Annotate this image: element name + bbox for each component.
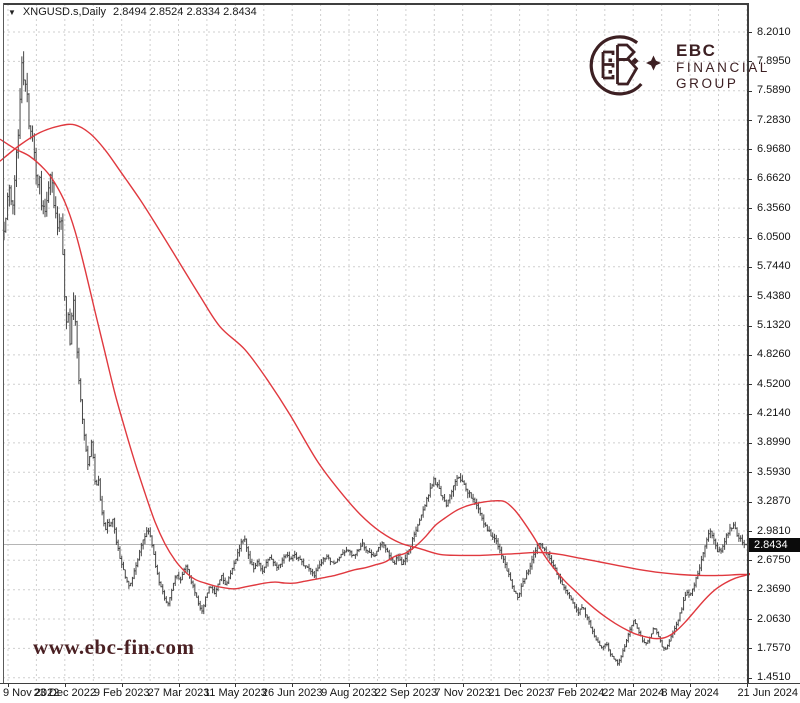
watermark-url: www.ebc-fin.com	[33, 635, 195, 659]
date-axis-tick	[576, 684, 578, 687]
price-axis-label: 6.0500	[757, 231, 791, 243]
date-axis-label: 26 Jun 2023	[261, 687, 323, 699]
price-axis-tick	[747, 619, 752, 620]
ma-fast-line	[0, 138, 751, 640]
date-axis-label: 21 Dec 2023	[488, 687, 551, 699]
price-axis-tick	[747, 178, 752, 180]
price-axis-label: 7.5890	[757, 84, 791, 97]
symbol-timeframe-label: XNGUSD.s,Daily	[22, 6, 107, 18]
logo-line-ebc: EBC	[676, 40, 717, 60]
price-axis-label: 3.2870	[757, 495, 791, 508]
date-axis-label: 9 Aug 2023	[321, 687, 377, 699]
date-axis-tick	[292, 684, 294, 687]
date-axis-line	[0, 683, 800, 684]
logo-line-financial: FINANCIAL	[676, 59, 770, 75]
price-axis-tick	[747, 384, 752, 386]
price-axis-label: 3.5930	[757, 465, 791, 478]
price-axis-tick	[747, 120, 752, 122]
price-axis-label: 5.4380	[757, 289, 791, 302]
price-axis-label: 2.6750	[757, 553, 791, 566]
grid-lines	[3, 4, 748, 683]
price-axis-tick	[747, 501, 752, 503]
price-axis-label: 6.6620	[757, 172, 791, 185]
date-axis-label: 21 Jun 2024	[737, 687, 798, 699]
date-axis-tick	[8, 684, 9, 687]
date-axis-tick	[690, 684, 692, 687]
date-axis-label: 7 Feb 2024	[548, 687, 605, 699]
price-axis-label: 2.9810	[757, 524, 791, 537]
price-axis-tick	[747, 589, 752, 591]
price-axis-tick	[747, 442, 752, 444]
price-axis-label: 8.2010	[757, 25, 791, 38]
price-axis-tick	[747, 531, 752, 532]
price-axis-tick	[747, 296, 752, 298]
chart-plot-area[interactable]	[0, 0, 751, 683]
date-axis-tick	[462, 684, 464, 687]
price-axis-label: 3.8990	[757, 436, 791, 449]
date-axis-label: 9 Nov 2022	[3, 687, 60, 699]
date-axis-tick	[64, 684, 66, 687]
price-axis-tick	[747, 149, 752, 151]
price-axis-tick	[747, 61, 752, 63]
price-axis-tick	[747, 560, 752, 562]
ebc-logo: EBC FINANCIAL GROUP	[583, 29, 770, 103]
date-axis-label: 11 May 2023	[203, 687, 267, 699]
current-price-badge: 2.8434	[749, 538, 800, 552]
price-axis-tick	[747, 32, 752, 33]
ma-slow-line	[0, 123, 751, 577]
date-axis-tick	[349, 684, 350, 687]
date-axis-label: 27 Mar 2023	[147, 687, 210, 699]
ohlc-bars	[2, 51, 748, 666]
chart-canvas	[0, 4, 751, 683]
date-axis-tick	[121, 684, 123, 687]
price-axis-label: 6.3560	[757, 201, 791, 214]
price-axis-label: 4.5200	[757, 377, 791, 390]
date-axis-tick	[235, 684, 237, 687]
date-axis-label: 9 Feb 2023	[93, 687, 150, 699]
date-axis-label: 22 Sep 2023	[374, 687, 438, 699]
price-axis-label: 5.1320	[757, 319, 791, 331]
date-axis-label: 7 Nov 2023	[434, 687, 491, 699]
date-axis-label: 23 Dec 2022	[33, 687, 96, 699]
price-axis-label: 7.2830	[757, 113, 791, 126]
price-axis-label: 5.7440	[757, 260, 791, 273]
date-axis-tick	[178, 684, 180, 687]
ebc-logo-text: EBC FINANCIAL GROUP	[676, 41, 770, 92]
price-axis-tick	[747, 354, 752, 356]
price-axis-label: 6.9680	[757, 142, 791, 155]
ohlc-values: 2.8494 2.8524 2.8334 2.8434	[113, 6, 257, 18]
price-axis-tick	[747, 648, 752, 650]
date-axis-label: 22 Mar 2024	[602, 687, 665, 699]
date-axis-tick	[746, 684, 748, 687]
price-axis-tick	[747, 413, 752, 415]
price-axis-label: 4.2140	[757, 407, 791, 420]
chart-frame-top	[3, 3, 749, 5]
price-axis-label: 2.0630	[757, 612, 791, 625]
price-axis-label: 1.7570	[757, 641, 791, 654]
date-axis-label: 8 May 2024	[661, 687, 719, 699]
date-axis-tick	[405, 684, 407, 687]
price-axis-tick	[747, 90, 752, 92]
date-axis-tick	[519, 684, 521, 687]
price-axis-tick	[747, 266, 752, 268]
ebc-logo-mark-icon	[589, 35, 661, 96]
price-axis-tick	[747, 325, 752, 327]
price-axis-tick	[747, 677, 752, 679]
symbol-dropdown-icon[interactable]: ▼	[8, 7, 16, 17]
price-axis-tick	[747, 237, 752, 239]
price-axis-label: 4.8260	[757, 348, 791, 361]
price-axis-label: 2.3690	[757, 583, 791, 596]
price-axis-tick	[747, 208, 752, 210]
price-axis-label: 1.4510	[757, 671, 791, 684]
chart-frame-left	[3, 3, 4, 683]
logo-line-group: GROUP	[676, 75, 739, 91]
price-axis-line	[747, 3, 749, 683]
date-axis-tick	[633, 684, 635, 687]
price-axis-label: 7.8950	[757, 54, 791, 67]
chart-title: ▼ XNGUSD.s,Daily 2.8494 2.8524 2.8334 2.…	[8, 6, 257, 18]
price-axis-tick	[747, 472, 752, 474]
